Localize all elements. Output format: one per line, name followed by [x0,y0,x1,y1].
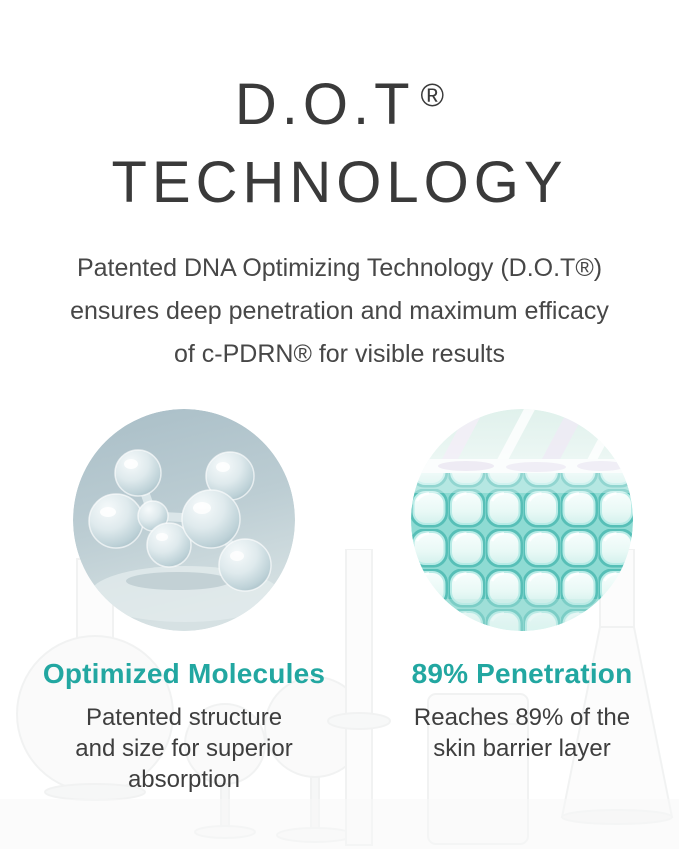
feature-line: Reaches 89% of the [413,704,631,731]
feature-heading-penetration: 89% Penetration [411,658,633,689]
feature-optimized-molecules: Optimized Molecules Patented structure a… [34,409,334,795]
intro-line: Patented DNA Optimizing Technology (D.O.… [76,254,603,282]
content-column: D.O.T ® TECHNOLOGY Patented DNA Optimizin… [0,0,679,795]
title-line-1: D.O.T ® [0,56,679,144]
title-line-2: TECHNOLOGY [111,150,568,215]
feature-line: skin barrier layer [433,735,611,762]
feature-heading-optimized-molecules: Optimized Molecules [42,658,326,689]
intro-line: of c-PDRN® for visible results [174,340,505,368]
intro-paragraph: Patented DNA Optimizing Technology (D.O.… [0,247,679,376]
feature-penetration: 89% Penetration Reaches 89% of the skin … [372,409,672,795]
registered-trademark-symbol: ® [420,77,445,113]
feature-line: and size for superior [75,735,293,762]
feature-description-optimized-molecules: Patented structure and size for superior… [34,702,334,795]
intro-line: ensures deep penetration and maximum eff… [70,297,609,325]
title-dot-text: D.O.T [234,72,415,137]
feature-columns: Optimized Molecules Patented structure a… [0,409,679,795]
skin-barrier-layers-image [411,409,633,631]
page-title: D.O.T ® TECHNOLOGY [0,0,679,222]
feature-line: absorption [127,766,241,793]
glass-molecule-structure-image [73,409,295,631]
feature-description-penetration: Reaches 89% of the skin barrier layer [372,702,672,764]
feature-line: Patented structure [85,704,283,731]
